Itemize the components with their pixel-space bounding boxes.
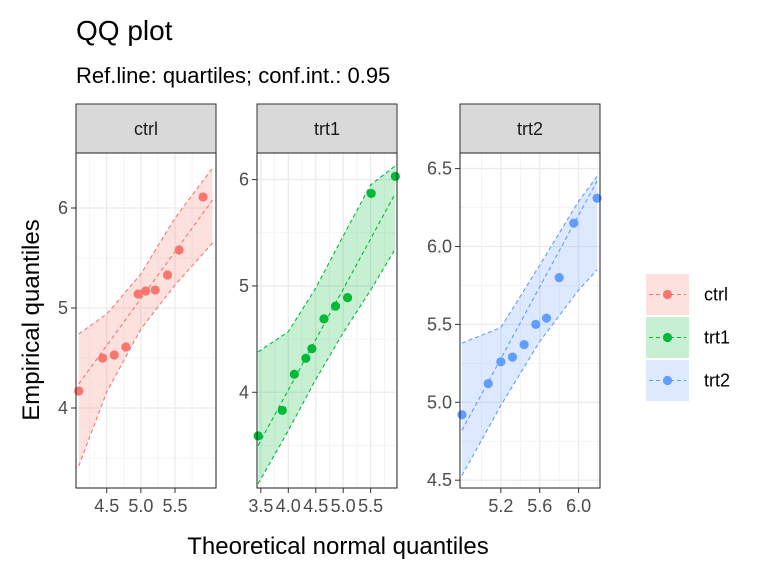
facet-ctrl: ctrl 4.5 5.0 5.5 4 5 6 xyxy=(58,103,217,516)
facet-strip xyxy=(75,103,217,154)
chart-title: QQ plot xyxy=(76,15,173,46)
x-tick-label: 5.0 xyxy=(128,496,153,516)
data-point xyxy=(253,431,263,441)
band-lower-line xyxy=(78,242,213,467)
x-tick-label: 5.2 xyxy=(488,496,513,516)
x-tick-label: 6.0 xyxy=(566,496,591,516)
legend: ctrl trt1 trt2 xyxy=(646,274,730,401)
band-upper-line xyxy=(461,176,598,344)
confidence-band xyxy=(78,168,213,466)
x-tick-label: 4.5 xyxy=(94,496,119,516)
data-layer xyxy=(461,176,598,476)
x-tick-label: 5.6 xyxy=(527,496,552,516)
legend-item-ctrl: ctrl xyxy=(646,274,728,315)
x-tick-label: 4.0 xyxy=(276,496,301,516)
y-tick-label: 4.5 xyxy=(427,470,452,490)
chart-subtitle: Ref.line: quartiles; conf.int.: 0.95 xyxy=(76,63,390,88)
data-point xyxy=(319,314,329,324)
y-tick-label: 5 xyxy=(239,276,249,296)
data-point xyxy=(342,293,353,303)
band-lower-line xyxy=(461,269,598,476)
data-point xyxy=(109,350,119,360)
x-tick-label: 5.5 xyxy=(163,496,188,516)
y-tick-label: 5.5 xyxy=(427,314,452,334)
facet-strip-label: trt1 xyxy=(314,119,340,139)
data-point xyxy=(569,218,579,228)
data-point xyxy=(531,319,541,329)
panel-background xyxy=(76,153,216,488)
facet-trt1: trt1 3.5 4.0 4.5 5.0 5.5 4 5 6 xyxy=(239,103,400,516)
y-tick-label: 6 xyxy=(58,198,68,218)
data-point xyxy=(330,301,341,311)
y-tick-label: 6 xyxy=(239,170,249,190)
panel-border xyxy=(256,152,398,489)
facet-trt2: trt2 5.2 5.6 6.0 4.5 5.0 5.5 6.0 6.5 xyxy=(427,103,602,516)
data-point xyxy=(507,352,518,362)
data-point xyxy=(554,273,564,283)
x-tick-label: 5.5 xyxy=(358,496,383,516)
legend-label: trt1 xyxy=(704,328,730,348)
legend-key-point xyxy=(662,375,673,386)
y-tick-label: 6.5 xyxy=(427,159,452,179)
data-point xyxy=(457,410,467,420)
legend-label: ctrl xyxy=(704,285,728,305)
panel-border xyxy=(75,152,217,489)
facet-strip-label: ctrl xyxy=(134,119,158,139)
data-point xyxy=(289,369,299,379)
data-point xyxy=(366,188,376,199)
confidence-band xyxy=(258,165,396,484)
y-tick-label: 5.0 xyxy=(427,392,452,412)
data-point xyxy=(174,245,184,255)
band-upper-line xyxy=(257,165,396,353)
x-axis-title: Theoretical normal quantiles xyxy=(187,533,489,560)
legend-key-point xyxy=(662,332,673,343)
facet-strip xyxy=(256,103,398,154)
band-upper-line xyxy=(78,167,214,335)
y-tick-label: 6.0 xyxy=(427,236,452,256)
panel-border xyxy=(459,152,601,489)
data-point xyxy=(519,340,529,350)
legend-item-trt1: trt1 xyxy=(646,317,730,358)
data-point xyxy=(141,286,151,296)
confidence-band xyxy=(461,176,598,476)
data-point xyxy=(496,357,506,367)
x-tick-label: 3.5 xyxy=(248,496,273,516)
data-point xyxy=(483,379,493,389)
data-point xyxy=(307,344,317,354)
x-tick-label: 5.0 xyxy=(331,496,356,516)
band-lower-line xyxy=(257,248,396,485)
data-point xyxy=(277,405,287,415)
data-point xyxy=(541,313,552,323)
y-tick-label: 4 xyxy=(239,382,249,402)
data-point xyxy=(98,353,108,363)
data-point xyxy=(592,193,602,203)
legend-key-point xyxy=(662,289,673,300)
legend-label: trt2 xyxy=(704,371,730,391)
y-tick-label: 4 xyxy=(58,398,68,418)
legend-item-trt2: trt2 xyxy=(646,360,730,401)
data-point xyxy=(301,353,311,363)
x-tick-label: 4.5 xyxy=(303,496,328,516)
y-axis-title: Empirical quantiles xyxy=(18,219,45,420)
data-point xyxy=(198,192,208,202)
data-point xyxy=(390,171,400,181)
y-tick-label: 5 xyxy=(58,298,68,318)
data-point xyxy=(121,342,131,352)
facet-strip-label: trt2 xyxy=(517,119,543,139)
data-point xyxy=(150,285,160,295)
data-point xyxy=(162,270,173,280)
facet-strip xyxy=(459,103,601,154)
reference-line xyxy=(461,180,598,431)
panel-background xyxy=(460,153,600,488)
data-point xyxy=(133,289,143,299)
